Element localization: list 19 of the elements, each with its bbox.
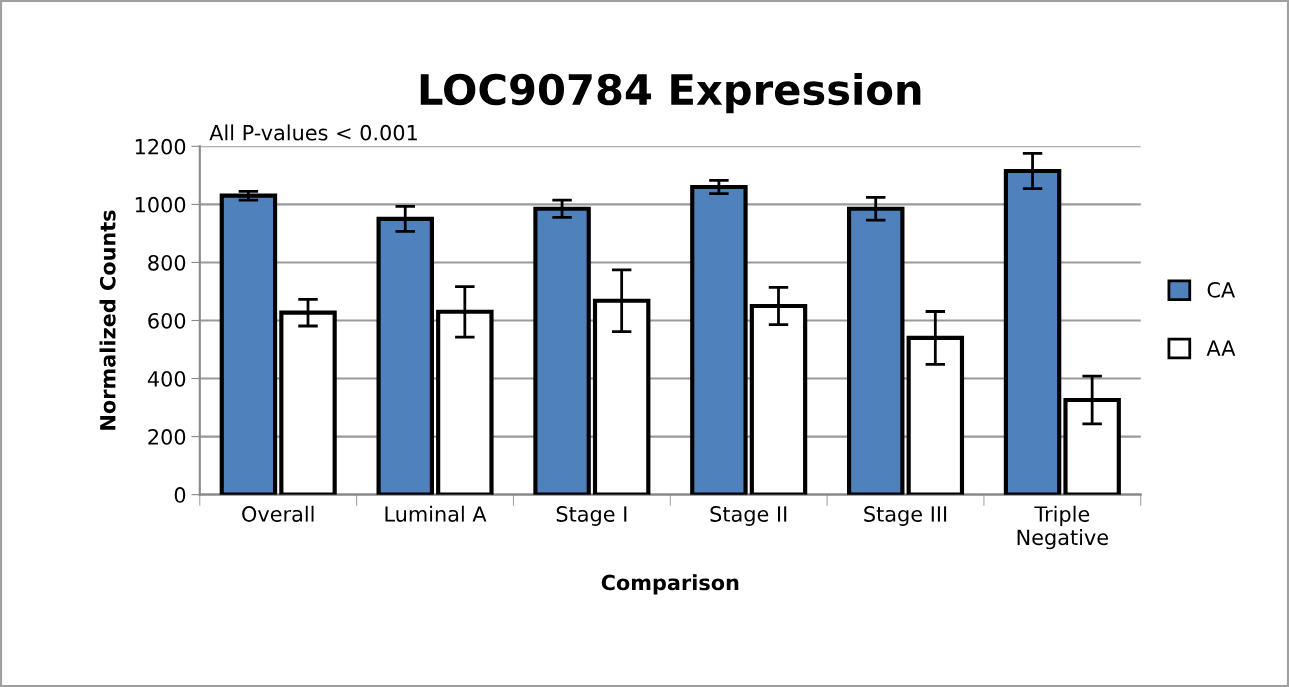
y-tick-label: 400 xyxy=(147,370,186,387)
x-axis-title: Comparison xyxy=(601,574,739,595)
y-tick-label: 1000 xyxy=(135,196,186,213)
y-tick-label: 1200 xyxy=(135,138,186,155)
x-tick-label: Luminal A xyxy=(385,505,487,522)
x-tick-label: Stage I xyxy=(556,506,627,526)
y-tick-label: 0 xyxy=(174,487,186,503)
x-tick-label: Overall xyxy=(242,505,314,522)
y-axis-title: Normalized Counts xyxy=(99,210,116,430)
y-tick-label: 800 xyxy=(148,254,186,271)
x-tick-label: Triple Negative xyxy=(1017,505,1108,550)
legend-label: AA xyxy=(1206,340,1236,356)
x-tick-label: Stage II xyxy=(710,506,787,526)
y-tick-label: 600 xyxy=(148,312,186,329)
y-tick-label: 200 xyxy=(148,429,186,445)
text: All P-values < 0.001 xyxy=(209,124,417,141)
x-tick-label: Stage III xyxy=(864,506,947,526)
chart-title: LOC90784 Expression xyxy=(420,73,921,114)
legend-label: CA xyxy=(1207,281,1236,298)
